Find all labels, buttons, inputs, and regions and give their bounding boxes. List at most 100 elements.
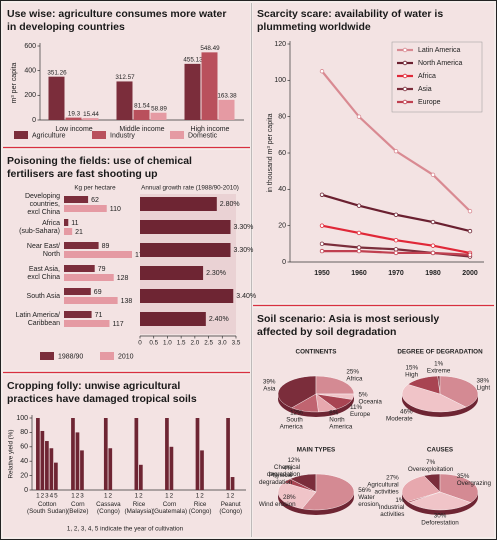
bar-value-label: 163.38: [217, 93, 237, 100]
bar-label: 3: [80, 493, 84, 500]
group-label-line: Corn: [163, 501, 177, 508]
bar: [36, 418, 40, 490]
pie-slice: [439, 375, 479, 408]
category-label: Latin America/Caribbean: [16, 312, 60, 327]
group-label-line: Peanut: [221, 501, 241, 508]
bar: [200, 450, 204, 490]
bar: [64, 228, 73, 235]
panel-title-line: Cropping folly: unwise agricultural: [7, 380, 180, 392]
pie-category-line: Wind erosion: [259, 501, 296, 508]
group-label: Cassava (Congo): [96, 501, 121, 515]
bar: [64, 219, 69, 226]
y-tick-label: 80: [20, 429, 28, 436]
group-label-line: Cassava: [96, 501, 121, 508]
pie-value-label: 7%: [426, 459, 436, 466]
category-label: Developing countries, excl China: [25, 193, 60, 216]
bar-value-label: 79: [98, 266, 106, 273]
panel-title: Poisoning the fields: use of chemical fer…: [7, 155, 192, 180]
category-label-line: Caribbean: [28, 320, 60, 327]
pie-title: CAUSES: [427, 447, 453, 454]
x-tick-label: 2.5: [204, 340, 213, 347]
growth-value-label: 2.40%: [209, 316, 229, 323]
y-tick-label: 80: [278, 114, 286, 121]
growth-background: [140, 194, 236, 334]
pie-category-label: Overexploitation: [408, 466, 454, 473]
panel-title-line: Use wise: agriculture consumes more wate…: [7, 8, 226, 20]
pie-category-line: Overexploitation: [408, 466, 454, 473]
bar: [139, 464, 143, 490]
pie-label: 5% Oceania: [358, 391, 382, 405]
y-tick-label: 600: [24, 43, 36, 50]
bar-value-label: 69: [94, 289, 102, 296]
bar: [108, 448, 113, 490]
pie-category-line: activities: [375, 488, 399, 495]
pie-category-label: Water erosion: [358, 494, 379, 508]
y-tick-label: 200: [24, 92, 36, 99]
pie-category-label: Asia: [263, 385, 276, 392]
category-label: Near East/North: [27, 243, 60, 258]
point: [393, 247, 399, 252]
bar-value-label: 548.49: [200, 45, 220, 52]
pie-category-line: Europe: [350, 411, 371, 418]
growth-value-label: 2.30%: [206, 270, 226, 277]
bar: [40, 430, 45, 490]
legend-swatch: [170, 131, 184, 139]
bar-label: 1: [226, 493, 230, 500]
point: [430, 250, 436, 256]
panel-title: Use wise: agriculture consumes more wate…: [7, 8, 226, 33]
group-label: Corn (Guatemala): [152, 501, 187, 515]
bar-label: 1: [36, 493, 40, 500]
pie-slice: [439, 473, 479, 503]
pie-category-label: Physical degradation: [259, 471, 293, 485]
legend-label: Industry: [110, 132, 135, 139]
point: [430, 243, 436, 248]
pie-category-label: Extreme: [427, 367, 451, 374]
x-tick-label: 1.5: [177, 340, 186, 347]
pie-category-label: High: [405, 371, 418, 378]
group-label-line: (Belize): [67, 508, 88, 515]
pie-label: 38% Light: [477, 377, 491, 391]
group-label-line: Rice: [194, 501, 207, 508]
pie-label: 1% Extreme: [427, 360, 451, 374]
bar: [230, 477, 235, 490]
category-label-line: excl China: [27, 274, 60, 281]
point: [393, 237, 399, 243]
bar: [201, 52, 218, 120]
bar-value-label: 128: [117, 275, 129, 282]
group-label-line: (Malaysia): [124, 508, 153, 515]
group-label-line: Rice: [133, 501, 146, 508]
pie-title: DEGREE OF DEGRADATION: [397, 349, 483, 356]
pie-value-label: 28%: [283, 494, 296, 501]
bar-value-label: 71: [95, 312, 103, 319]
pie-category-line: activities: [380, 511, 404, 518]
pie-category-label: Industrial activities: [379, 504, 405, 518]
column-header: Annual growth rate (1988/90-2010): [141, 185, 239, 192]
bar-value-label: 117: [112, 321, 123, 328]
y-tick-label: 120: [274, 41, 286, 48]
pie-value-label: 12%: [288, 457, 301, 464]
panel-title-line: affected by soil degradation: [257, 326, 396, 338]
pie-value-label: 38%: [477, 377, 490, 384]
bar: [116, 81, 133, 120]
pie-label: 46% Moderate: [386, 408, 413, 422]
legend-label: 2010: [118, 353, 134, 360]
legend-marker: [402, 73, 408, 79]
bar: [64, 297, 118, 304]
pie-category-line: High: [405, 371, 418, 378]
panel-title-line: plummeting worldwide: [257, 21, 371, 33]
bar-label: 2: [76, 493, 80, 500]
bar-value-label: 58.89: [151, 105, 167, 112]
y-tick-label: 20: [278, 223, 286, 230]
pie-value-label: 5%: [358, 391, 368, 398]
bar-value-label: 89: [102, 243, 110, 250]
pie-label: 12% Chemical degradation: [267, 457, 301, 478]
pie-value-label: 8%: [329, 409, 339, 416]
pie-slice: [401, 384, 467, 413]
category-label-line: South Asia: [27, 293, 61, 300]
pie-category-line: Deforestation: [421, 519, 459, 526]
pie-label: 28% Wind erosion: [259, 494, 296, 508]
x-tick-label: 1.0: [163, 340, 172, 347]
bar-label: 2: [41, 493, 45, 500]
pie-category-label: Agricultural activities: [367, 481, 399, 495]
pie-category-line: degradation: [259, 478, 293, 485]
